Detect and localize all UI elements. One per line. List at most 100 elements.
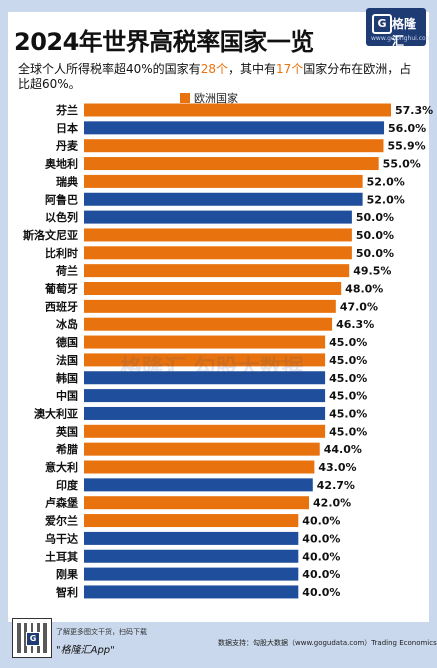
value-label: 40.0% bbox=[302, 586, 340, 599]
bar bbox=[84, 228, 352, 242]
footer-source: 数据支持：勾股大数据（www.gogudata.com）Trading Econ… bbox=[218, 639, 437, 647]
bar bbox=[84, 389, 326, 403]
value-label: 52.0% bbox=[367, 175, 405, 188]
bar bbox=[84, 371, 326, 385]
category-label: 法国 bbox=[56, 353, 78, 367]
category-label: 冰岛 bbox=[56, 317, 78, 331]
bar bbox=[84, 317, 333, 331]
category-label: 芬兰 bbox=[55, 103, 78, 117]
value-label: 45.0% bbox=[329, 390, 367, 403]
bar bbox=[84, 531, 299, 545]
value-label: 40.0% bbox=[302, 550, 340, 563]
category-label: 奥地利 bbox=[44, 157, 78, 171]
value-label: 46.3% bbox=[336, 318, 374, 331]
value-label: 45.0% bbox=[329, 425, 367, 438]
category-label: 智利 bbox=[56, 585, 78, 599]
bar bbox=[84, 246, 352, 260]
category-label: 澳大利亚 bbox=[34, 406, 78, 420]
value-label: 45.0% bbox=[329, 407, 367, 420]
bar bbox=[84, 264, 350, 278]
bar bbox=[84, 210, 352, 224]
footer-download-hint: 了解更多图文干货，扫码下载 bbox=[56, 628, 147, 636]
category-label: 中国 bbox=[56, 389, 78, 403]
category-label: 以色列 bbox=[45, 210, 78, 224]
logo-text: 格隆汇 bbox=[392, 17, 417, 48]
bar bbox=[84, 406, 326, 420]
value-label: 40.0% bbox=[302, 515, 340, 528]
watermark: 格隆汇 勾股大数据 bbox=[120, 356, 304, 381]
category-label: 希腊 bbox=[55, 442, 78, 456]
category-label: 土耳其 bbox=[45, 549, 78, 563]
category-label: 韩国 bbox=[56, 371, 78, 385]
bar bbox=[84, 192, 363, 206]
chart-legend: 欧洲国家 bbox=[180, 90, 238, 106]
category-label: 刚果 bbox=[56, 567, 78, 581]
value-label: 48.0% bbox=[345, 283, 383, 296]
category-label: 爱尔兰 bbox=[45, 514, 78, 528]
bar bbox=[84, 514, 299, 528]
bar bbox=[84, 424, 326, 438]
bar bbox=[84, 157, 379, 171]
value-label: 45.0% bbox=[329, 372, 367, 385]
category-label: 瑞典 bbox=[56, 174, 78, 188]
value-label: 52.0% bbox=[367, 193, 405, 206]
bar bbox=[84, 174, 363, 188]
legend-label-europe: 欧洲国家 bbox=[194, 92, 238, 105]
value-label: 44.0% bbox=[324, 443, 362, 456]
value-label: 55.0% bbox=[383, 158, 421, 171]
bar bbox=[84, 335, 326, 349]
subtitle-part3: 国家分布在欧洲，占比超60%。 bbox=[18, 62, 412, 91]
category-label: 葡萄牙 bbox=[44, 282, 78, 296]
value-label: 40.0% bbox=[302, 568, 340, 581]
bar bbox=[84, 121, 385, 135]
bar bbox=[84, 282, 342, 295]
subtitle-count1: 28个 bbox=[200, 62, 228, 76]
bar bbox=[84, 353, 326, 367]
category-label: 西班牙 bbox=[45, 299, 78, 313]
category-label: 英国 bbox=[55, 424, 78, 438]
bar bbox=[84, 585, 299, 599]
category-label: 德国 bbox=[55, 335, 78, 349]
category-label: 意大利 bbox=[45, 460, 78, 474]
category-label: 阿鲁巴 bbox=[45, 192, 78, 206]
logo-mark-icon: G bbox=[372, 14, 392, 34]
value-label: 49.5% bbox=[353, 265, 391, 278]
value-label: 42.0% bbox=[313, 497, 351, 510]
value-label: 50.0% bbox=[356, 211, 394, 224]
subtitle: 全球个人所得税率超40%的国家有28个，其中有17个国家分布在欧洲，占比超60%… bbox=[18, 62, 418, 92]
category-label: 斯洛文尼亚 bbox=[23, 228, 78, 242]
gelonghui-logo[interactable]: G 格隆汇 www.gelonghui.com bbox=[366, 8, 432, 48]
subtitle-part1: 全球个人所得税率超40%的国家有 bbox=[18, 62, 201, 76]
category-label: 乌干达 bbox=[45, 531, 78, 545]
qr-logo-icon: G bbox=[26, 632, 40, 646]
value-label: 57.3% bbox=[395, 104, 433, 117]
page-title: 2024年世界高税率国家一览 bbox=[14, 28, 314, 56]
value-label: 55.9% bbox=[387, 140, 425, 153]
subtitle-count2: 17个 bbox=[275, 62, 304, 76]
value-label: 50.0% bbox=[356, 229, 394, 242]
bar bbox=[84, 496, 310, 510]
bar bbox=[84, 442, 320, 456]
category-label: 荷兰 bbox=[55, 264, 78, 278]
bar bbox=[84, 299, 336, 313]
value-label: 50.0% bbox=[356, 247, 394, 260]
bar bbox=[84, 460, 315, 474]
legend-swatch-europe bbox=[180, 93, 190, 103]
value-label: 56.0% bbox=[388, 122, 426, 135]
bar bbox=[84, 549, 299, 563]
footer-app-name: "格隆汇App" bbox=[56, 645, 115, 656]
subtitle-part2: ，其中有 bbox=[227, 62, 276, 76]
bar bbox=[84, 103, 391, 117]
value-label: 45.0% bbox=[329, 336, 367, 349]
bar bbox=[84, 478, 313, 492]
category-label: 印度 bbox=[56, 478, 79, 492]
category-label: 卢森堡 bbox=[45, 496, 78, 510]
value-label: 40.0% bbox=[302, 532, 340, 545]
category-label: 比利时 bbox=[45, 246, 78, 260]
value-label: 42.7% bbox=[317, 479, 355, 492]
bar bbox=[84, 567, 299, 581]
qr-code[interactable]: G bbox=[12, 618, 52, 658]
value-label: 43.0% bbox=[318, 461, 356, 474]
value-label: 47.0% bbox=[340, 300, 378, 313]
category-label: 日本 bbox=[56, 121, 78, 135]
